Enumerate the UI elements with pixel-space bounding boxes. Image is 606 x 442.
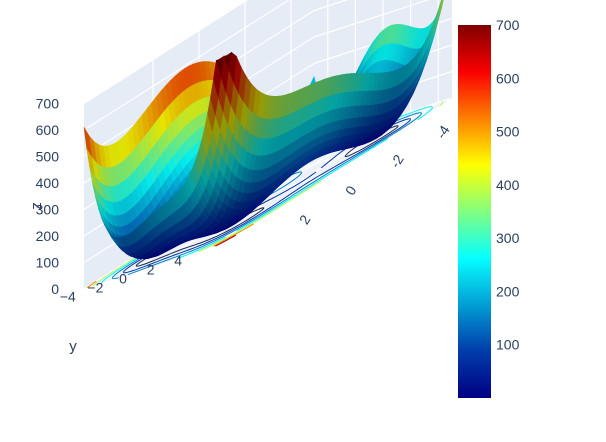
colorbar-tick-label: 300 (496, 230, 520, 246)
colorbar-tick-label: 500 (496, 124, 520, 140)
colorbar: 100 200 300 400 500 600 700 (458, 17, 520, 398)
z-tick-labels: 0 100 200 300 400 500 600 700 (36, 96, 60, 298)
colorbar-gradient (458, 25, 491, 398)
y-tick-label: 4 (174, 253, 182, 269)
x-tick-label: -2 (387, 151, 407, 170)
z-tick-label: 400 (36, 175, 60, 191)
y-tick-label: −2 (87, 280, 103, 296)
y-axis: y −4 −2 0 2 4 (60, 253, 182, 356)
z-tick-label: 100 (36, 255, 60, 271)
z-tick-label: 600 (36, 122, 60, 138)
surface-mesh[interactable] (83, 0, 452, 260)
y-tick-labels: −4 −2 0 2 4 (60, 253, 182, 305)
colorbar-tick-label: 600 (496, 70, 520, 86)
x-tick-label: -4 (433, 122, 453, 141)
y-axis-title: y (69, 338, 77, 355)
x-tick-label: 0 (342, 183, 360, 198)
colorbar-tick-labels: 100 200 300 400 500 600 700 (496, 17, 520, 353)
y-tick-label: 0 (119, 271, 127, 287)
z-axis-title: z (28, 202, 45, 210)
z-tick-label: 700 (36, 96, 60, 112)
y-tick-label: 2 (147, 262, 155, 278)
grid-line (313, 0, 349, 12)
x-tick-label: 2 (296, 212, 314, 227)
z-tick-label: 0 (51, 281, 59, 297)
z-tick-label: 300 (36, 202, 60, 218)
colorbar-tick-label: 700 (496, 17, 520, 33)
y-tick-label: −4 (60, 289, 76, 305)
colorbar-tick-label: 400 (496, 177, 520, 193)
colorbar-tick-label: 200 (496, 283, 520, 299)
surface-cell (218, 55, 227, 60)
z-tick-label: 200 (36, 228, 60, 244)
z-tick-label: 500 (36, 149, 60, 165)
colorbar-tick-label: 100 (496, 337, 520, 353)
contour-line (215, 234, 237, 247)
z-axis: z 0 100 200 300 400 500 600 700 (28, 96, 59, 298)
